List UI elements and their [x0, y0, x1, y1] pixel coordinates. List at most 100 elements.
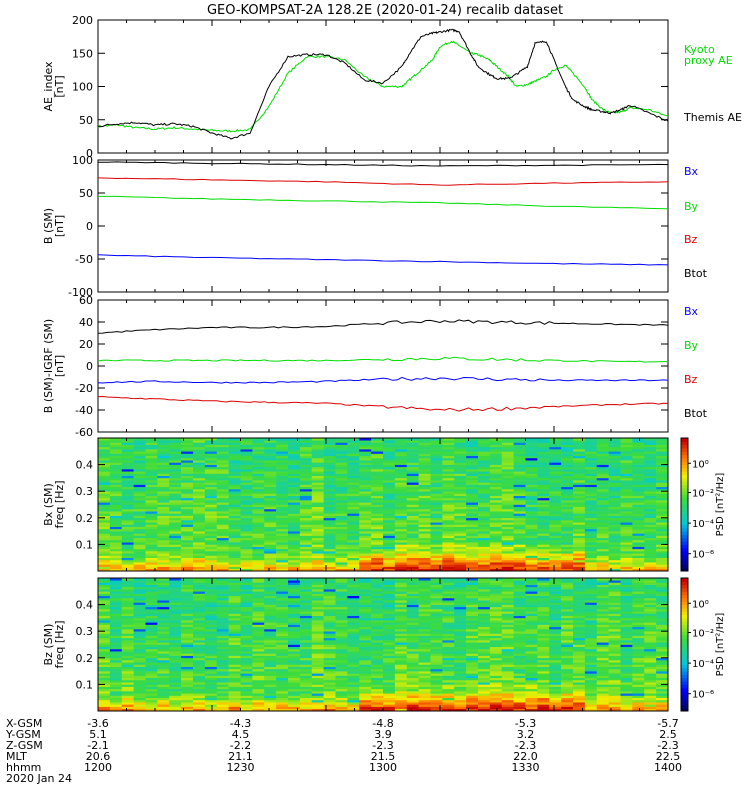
spectrogram-cell [549, 533, 562, 536]
spectrogram-cell [525, 533, 538, 536]
spectrogram-cell [549, 542, 562, 545]
spectrogram-cell [311, 702, 324, 705]
spectrogram-cell [537, 482, 550, 485]
spectrogram-cell [347, 457, 360, 461]
spectrogram-cell [264, 651, 277, 654]
spectrogram-cell [406, 622, 419, 625]
spectrogram-cell [193, 602, 206, 605]
spectrogram-cell [204, 551, 218, 554]
spectrogram-cell [323, 578, 336, 581]
spectrogram-cell [311, 446, 324, 450]
spectrogram-cell [169, 551, 182, 554]
spectrogram-cell [335, 542, 348, 545]
spectrogram-cell [442, 451, 455, 454]
spectrogram-cell [406, 488, 419, 492]
spectrogram-cell [276, 611, 289, 614]
spectrogram-cell [181, 617, 194, 621]
spectrogram-cell [573, 462, 586, 465]
spectrogram-cell [311, 693, 324, 696]
spectrogram-cell [157, 648, 170, 652]
spectrogram-cell [228, 528, 241, 532]
spectrogram-cell [311, 488, 324, 492]
spectrogram-cell [406, 651, 419, 654]
spectrogram-cell [169, 539, 182, 543]
spectrogram-cell [442, 553, 455, 556]
colorbar-segment [681, 541, 688, 545]
spectrogram-cell [430, 466, 443, 470]
spectrogram-cell [596, 568, 609, 572]
spectrogram-cell [299, 666, 313, 670]
spectrogram-cell [169, 673, 182, 676]
spectrogram-cell [537, 442, 550, 445]
spectrogram-cell [478, 495, 491, 499]
spectrogram-cell [121, 679, 134, 683]
spectrogram-cell [371, 497, 384, 501]
spectrogram-cell [276, 624, 289, 628]
spectrogram-cell [335, 488, 348, 492]
spectrogram-cell [133, 504, 146, 508]
spectrogram-cell [383, 524, 396, 527]
spectrogram-cell [204, 524, 218, 527]
spectrogram-cell [418, 620, 431, 623]
spectrogram-cell [632, 440, 645, 443]
spectrogram-cell [157, 653, 170, 656]
spectrogram-cell [299, 693, 313, 696]
spectrogram-cell [442, 449, 455, 452]
spectrogram-cell [371, 617, 384, 621]
spectrogram-cell [264, 469, 277, 472]
spectrogram-cell [288, 606, 301, 610]
spectrogram-cell [442, 564, 455, 567]
spectrogram-cell [240, 475, 253, 479]
spectrogram-cell [157, 611, 170, 614]
spectrogram-cell [383, 706, 396, 710]
spectrogram-cell [240, 488, 253, 492]
spectrogram-cell [181, 444, 194, 448]
spectrogram-cell [169, 557, 182, 561]
spectrogram-cell [632, 559, 645, 563]
spectrogram-cell [573, 466, 586, 470]
spectrogram-cell [252, 668, 265, 672]
spectrogram-cell [299, 671, 313, 674]
spectrogram-cell [549, 469, 562, 472]
spectrogram-cell [584, 562, 598, 565]
spectrogram-cell [573, 535, 586, 539]
spectrogram-cell [489, 471, 503, 474]
spectrogram-cell [620, 504, 633, 508]
spectrogram-cell [288, 626, 301, 630]
spectrogram-cell [252, 582, 265, 585]
spectrogram-cell [644, 513, 657, 516]
spectrogram-cell [311, 611, 324, 614]
spectrogram-cell [299, 600, 313, 603]
spectrogram-cell [121, 480, 134, 483]
spectrogram-cell [632, 539, 645, 543]
spectrogram-cell [252, 502, 265, 505]
spectrogram-cell [252, 535, 265, 539]
spectrogram-cell [98, 520, 111, 523]
spectrogram-cell [98, 600, 111, 603]
spectrogram-cell [371, 628, 384, 632]
spectrogram-cell [121, 460, 134, 463]
spectrogram-cell [169, 657, 182, 661]
spectrogram-cell [644, 482, 657, 485]
spectrogram-cell [193, 506, 206, 510]
spectrogram-cell [252, 553, 265, 556]
spectrogram-cell [276, 526, 289, 530]
spectrogram-cell [573, 469, 586, 472]
spectrogram-cell [561, 511, 574, 514]
spectrogram-cell [145, 624, 158, 628]
spectrogram-cell [478, 539, 491, 543]
spectrogram-cell [513, 471, 526, 474]
spectrogram-cell [359, 546, 372, 550]
spectrogram-cell [406, 517, 419, 521]
spectrogram-cell [276, 642, 289, 645]
spectrogram-cell [181, 708, 194, 712]
spectrogram-cell [525, 535, 538, 539]
spectrogram-cell [109, 495, 123, 499]
spectrogram-cell [276, 515, 289, 519]
spectrogram-cell [335, 615, 348, 619]
spectrogram-cell [394, 606, 408, 610]
series-line-btot [97, 254, 669, 266]
spectrogram-cell [121, 666, 134, 670]
spectrogram-cell [193, 648, 206, 652]
spectrogram-cell [608, 442, 621, 445]
